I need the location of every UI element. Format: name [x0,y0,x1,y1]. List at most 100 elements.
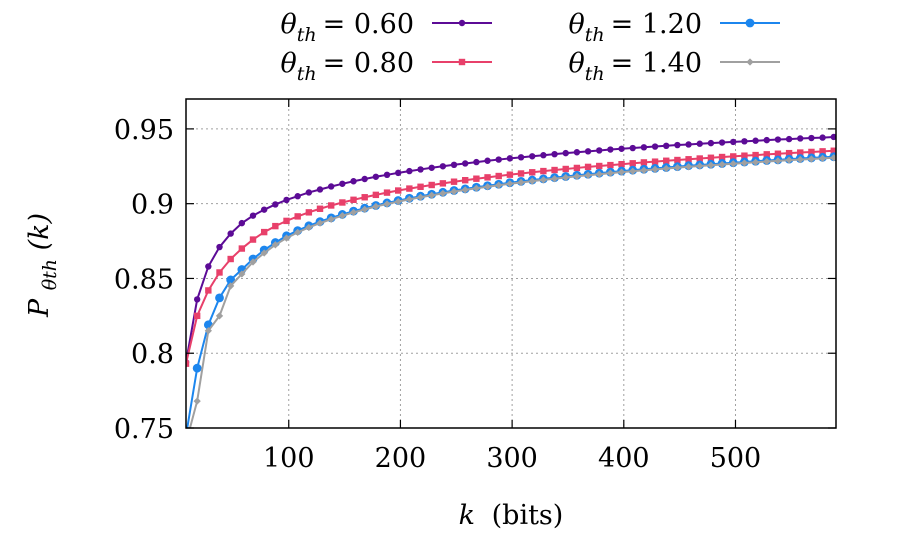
data-point [640,144,648,151]
data-point [540,152,547,159]
data-point [674,156,681,164]
data-point [763,151,770,158]
data-point [372,173,380,180]
y-tick-label: 0.9 [131,190,174,221]
data-point [416,193,425,201]
data-point [193,312,201,320]
data-point [506,180,514,188]
data-point [696,140,703,147]
data-point [529,153,536,160]
data-point [718,153,726,161]
data-point [752,137,759,144]
data-point [707,154,715,161]
data-point [305,223,313,232]
data-point [462,177,469,184]
data-point [450,178,458,185]
legend-value: = 1.40 [611,48,702,79]
x-tick-label: 300 [486,443,538,474]
grid [186,99,836,428]
y-axis-title: P θth (k) [24,213,63,318]
x-tick-label: 100 [263,443,315,474]
data-point [684,163,693,171]
data-point [651,158,659,165]
series-2 [182,152,836,440]
data-point [729,160,737,168]
legend-marker [745,18,755,28]
data-point [629,167,637,175]
data-point [260,249,268,257]
data-point [662,164,670,173]
data-point [186,360,190,367]
data-point [774,150,782,157]
y-tick-label: 0.75 [114,414,174,445]
data-point [807,155,816,163]
data-point [830,133,836,141]
data-point [785,156,793,164]
data-point [797,135,804,142]
data-point [774,136,782,143]
x-tick-label: 500 [710,443,762,474]
legend-label: θth = 0.60 [281,9,414,46]
data-point [473,158,480,166]
data-point [339,180,346,187]
data-point [618,145,625,152]
data-point [294,193,301,200]
legend-subscript: th [585,63,605,85]
data-point [730,153,737,160]
legend-marker [458,19,466,27]
data-point [361,194,368,201]
data-point [383,200,391,208]
data-point [461,186,469,194]
legend-value: = 0.60 [323,9,414,40]
data-point [215,293,224,303]
data-point [316,205,324,212]
data-point [450,187,458,196]
y-tick-label: 0.8 [131,339,174,370]
data-point [741,138,748,145]
data-point [651,143,659,150]
data-point [394,187,402,194]
data-point [696,155,703,162]
data-point [573,172,581,180]
y-axis-argument: (k) [24,213,55,250]
data-point [763,136,770,144]
data-point [205,263,212,270]
data-point [629,160,636,167]
data-point [439,163,447,170]
data-point [405,195,414,203]
data-point [406,185,413,192]
data-point [517,178,525,187]
legend-label: θth = 1.40 [569,48,702,85]
data-point [417,166,424,173]
y-axis-subscript: θth [39,259,61,290]
data-point [573,164,581,172]
plot-series [182,133,836,440]
data-point [272,222,279,230]
legend-item-3: θth = 1.40 [569,48,780,85]
data-point [182,431,191,440]
data-point [808,148,815,156]
data-point [551,150,558,158]
data-point [819,148,826,155]
data-point [338,212,346,220]
data-point [819,134,826,141]
data-point [797,149,804,156]
data-point [372,202,380,211]
data-point [238,219,246,227]
data-point [361,205,369,214]
legend-variable: θ [569,9,585,40]
legend-item-1: θth = 0.80 [281,48,492,85]
data-point [282,234,291,242]
data-point [718,139,726,146]
data-point [238,245,246,252]
data-point [551,166,558,174]
data-point [417,183,424,190]
data-point [305,189,313,196]
data-point [785,149,793,157]
data-point [562,165,569,173]
data-point [473,175,480,182]
data-point [305,209,313,216]
data-point [192,363,202,373]
